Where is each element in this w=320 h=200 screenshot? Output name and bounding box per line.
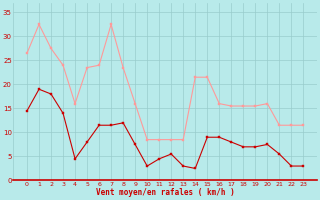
X-axis label: Vent moyen/en rafales ( km/h ): Vent moyen/en rafales ( km/h ) <box>96 188 235 197</box>
